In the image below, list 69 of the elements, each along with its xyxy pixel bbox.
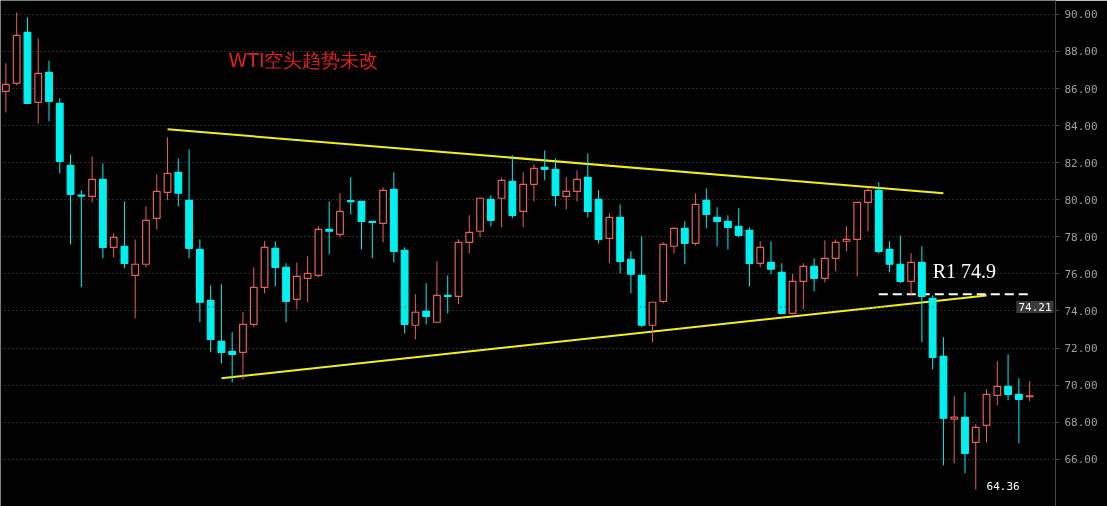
candlestick <box>907 252 916 296</box>
candlestick <box>713 206 722 247</box>
candlestick <box>1014 377 1023 444</box>
candlestick <box>885 240 894 273</box>
candlestick <box>411 293 420 340</box>
candlestick <box>77 189 86 288</box>
candlestick <box>303 255 312 303</box>
candlestick <box>422 282 431 325</box>
y-tick-label: 74.00 <box>1064 304 1098 318</box>
candlestick <box>799 262 808 310</box>
candlestick <box>120 200 129 269</box>
candlestick <box>486 194 495 227</box>
y-tick-label: 82.00 <box>1064 156 1098 170</box>
y-tick-label: 76.00 <box>1064 267 1098 281</box>
y-tick-label: 90.00 <box>1064 8 1098 22</box>
candlestick <box>723 214 732 250</box>
candlestick <box>670 226 678 254</box>
candlestick <box>336 192 344 238</box>
y-tick-label: 72.00 <box>1064 342 1098 356</box>
candlestick <box>648 301 657 343</box>
ref-line-label: 74.21 <box>1018 301 1052 315</box>
candlestick <box>368 220 377 259</box>
candlestick <box>271 240 280 287</box>
candlestick <box>767 240 775 275</box>
candlestick <box>529 163 538 202</box>
candlestick <box>702 187 711 229</box>
candlestick <box>605 212 614 264</box>
candlestick <box>1025 380 1034 402</box>
candlestick <box>820 239 829 283</box>
y-tick-label: 68.00 <box>1064 416 1098 430</box>
candlestick <box>217 283 226 364</box>
candlestick <box>1004 353 1013 401</box>
candlestick <box>842 225 851 252</box>
text: WTI空头趋势未改 <box>228 48 379 71</box>
candlestick <box>896 234 905 284</box>
candlestick <box>346 176 355 215</box>
candlestick <box>573 169 581 202</box>
candlestick <box>465 214 474 254</box>
y-tick-label: 70.00 <box>1064 379 1098 393</box>
y-tick-label: 78.00 <box>1064 230 1098 244</box>
candlestick <box>497 176 506 228</box>
candlestick <box>734 207 743 238</box>
candlestick <box>443 274 452 314</box>
candlestick <box>325 200 334 255</box>
candlestick <box>950 395 959 464</box>
y-tick-label: 80.00 <box>1064 193 1098 207</box>
candlestick <box>831 238 840 272</box>
y-tick-label: 86.00 <box>1064 82 1098 96</box>
candlestick <box>810 257 819 292</box>
candlestick <box>163 136 172 201</box>
candlestick <box>131 238 140 319</box>
series-label: R1 74.9 <box>932 260 996 283</box>
candlestick <box>680 220 689 265</box>
candlestick <box>993 360 1002 406</box>
candlestick <box>540 149 549 181</box>
y-tick-label: 66.00 <box>1064 453 1098 467</box>
candlestick <box>562 176 571 210</box>
candlestick <box>864 187 872 232</box>
candlestick <box>626 250 635 294</box>
candlestick <box>756 240 765 268</box>
y-tick-label: 88.00 <box>1064 45 1098 59</box>
candlestick <box>292 261 301 310</box>
candlestick <box>174 157 183 207</box>
candlestick <box>971 423 980 491</box>
candlestick <box>228 331 237 383</box>
candlestick <box>109 232 118 258</box>
candlestick <box>88 155 97 203</box>
y-tick-label: 84.00 <box>1064 119 1098 133</box>
annotation: 64.36 <box>986 479 1020 493</box>
